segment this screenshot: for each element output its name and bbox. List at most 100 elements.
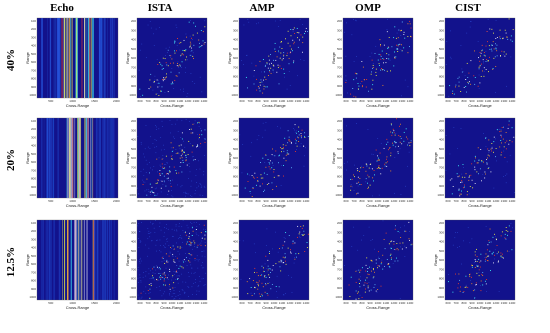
x-tick-label: 1400 xyxy=(509,99,516,103)
scatter-point xyxy=(480,253,482,255)
image-noise xyxy=(196,290,198,292)
image-noise xyxy=(461,263,462,265)
x-tick-label: 600 xyxy=(445,99,450,103)
x-tick-label: 900 xyxy=(469,199,474,203)
image-noise xyxy=(200,184,202,185)
y-axis-label: Range xyxy=(125,51,130,64)
scatter-point xyxy=(388,54,390,56)
scatter-point xyxy=(168,255,170,257)
x-tick-label: 2000 xyxy=(113,199,120,203)
scatter-point xyxy=(484,177,486,179)
echo-stripe xyxy=(105,118,107,198)
scatter-point xyxy=(359,280,361,282)
scatter-point xyxy=(392,144,394,146)
scatter-point xyxy=(478,66,480,68)
image-noise xyxy=(190,195,191,196)
image-noise xyxy=(495,138,496,140)
scatter-point xyxy=(247,181,249,183)
image-noise xyxy=(248,174,250,176)
y-tick-label: 900 xyxy=(31,185,36,189)
scatter-point xyxy=(499,29,501,31)
scatter-point xyxy=(259,60,261,62)
echo-stripe xyxy=(67,220,69,300)
x-tick-label: 1300 xyxy=(501,199,508,203)
scatter-point xyxy=(185,257,187,259)
scatter-point xyxy=(156,279,158,281)
scatter-point xyxy=(150,283,152,285)
image-noise xyxy=(394,157,396,158)
x-tick-label: 1000 xyxy=(375,301,382,305)
echo-stripe xyxy=(53,220,56,300)
scatter-point xyxy=(288,140,290,142)
image-noise xyxy=(138,247,140,248)
scatter-point xyxy=(393,37,395,39)
y-tick-label: 600 xyxy=(233,156,238,160)
scatter-point xyxy=(290,142,292,144)
x-tick-label: 1400 xyxy=(509,301,516,305)
image-noise xyxy=(154,75,156,77)
image-noise xyxy=(174,298,176,299)
scatter-point xyxy=(486,59,488,60)
scatter-point xyxy=(292,243,294,245)
scatter-point xyxy=(303,230,305,232)
x-tick-label: 1100 xyxy=(279,199,286,203)
image-noise xyxy=(151,240,153,241)
scatter-point xyxy=(489,28,491,30)
x-tick-label: 800 xyxy=(153,199,158,203)
image-noise xyxy=(187,59,188,61)
scatter-point xyxy=(204,26,206,28)
scatter-point xyxy=(259,84,261,86)
image-background xyxy=(238,219,310,301)
echo-stripe xyxy=(69,118,71,198)
x-tick-label: 1000 xyxy=(169,199,176,203)
scatter-point xyxy=(265,283,266,284)
image-noise xyxy=(261,71,262,73)
image-noise xyxy=(163,144,164,146)
x-tick-label: 700 xyxy=(453,199,458,203)
image-noise xyxy=(159,226,161,227)
scatter-point xyxy=(177,65,179,67)
image-noise xyxy=(183,192,185,194)
x-tick-label: 800 xyxy=(359,99,364,103)
scatter-point xyxy=(182,49,184,51)
image-noise xyxy=(161,295,163,297)
image-noise xyxy=(202,262,203,263)
x-axis-label: Cross-Range xyxy=(468,203,492,208)
image-noise xyxy=(457,232,458,233)
scatter-point xyxy=(169,288,171,290)
image-noise xyxy=(138,193,139,195)
image-noise xyxy=(192,156,194,158)
x-tick-label: 1100 xyxy=(383,99,390,103)
echo-stripe xyxy=(84,18,86,98)
echo-stripe xyxy=(77,220,79,300)
scatter-point xyxy=(157,179,159,181)
scatter-point xyxy=(296,236,298,238)
image-noise xyxy=(150,27,152,29)
echo-stripe xyxy=(99,18,101,98)
image-noise xyxy=(200,242,202,244)
scatter-point xyxy=(478,258,480,260)
y-tick-label: 1000 xyxy=(231,93,238,97)
echo-stripe xyxy=(88,18,90,98)
scatter-point xyxy=(267,159,269,160)
scatter-point xyxy=(355,73,357,75)
echo-stripe xyxy=(62,220,63,300)
scatter-point xyxy=(494,254,495,256)
scatter-point xyxy=(296,136,298,138)
echo-stripe xyxy=(103,220,105,300)
image-noise xyxy=(239,240,241,241)
image-noise xyxy=(279,20,281,21)
scatter-point xyxy=(401,248,403,250)
image-noise xyxy=(345,125,347,127)
x-tick-label: 1200 xyxy=(493,301,500,305)
y-tick-label: 1000 xyxy=(129,93,136,97)
scatter-point xyxy=(371,168,373,170)
image-noise xyxy=(198,185,199,187)
scatter-point xyxy=(373,276,375,278)
image-noise xyxy=(200,187,202,188)
scatter-point xyxy=(275,150,277,152)
x-tick-label: 1400 xyxy=(407,199,414,203)
scatter-point xyxy=(468,176,470,178)
scatter-point xyxy=(486,279,488,280)
scatter-point xyxy=(388,243,390,245)
